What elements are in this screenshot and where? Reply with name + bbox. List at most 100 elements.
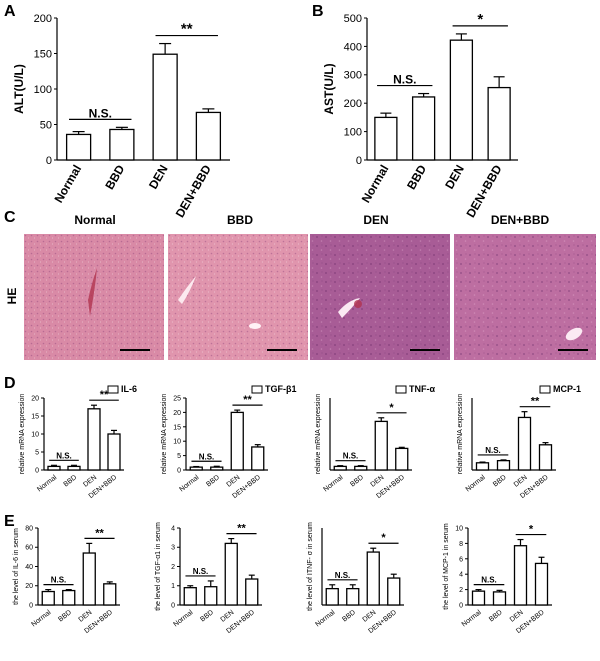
bar-normal	[183, 587, 197, 606]
x-tick-label-den: DEN	[370, 474, 386, 489]
bar-normal	[189, 466, 203, 471]
y-tick-label: 400	[344, 41, 362, 53]
y-tick-label: 10	[455, 525, 463, 532]
y-tick-label: 20	[173, 410, 181, 417]
bar-den	[374, 420, 388, 471]
bar-normal	[374, 116, 398, 161]
significance-label: **	[100, 389, 109, 401]
y-tick-label: 1	[171, 583, 175, 590]
y-tick-label: 200	[344, 98, 362, 110]
bar-den-bbd	[387, 577, 401, 606]
legend-swatch	[251, 385, 263, 394]
significance-label: **	[181, 21, 193, 38]
y-tick-label: 40	[25, 564, 33, 571]
bar-bbd	[109, 128, 135, 161]
he-texture-den-bbd	[454, 234, 596, 360]
panel-letter-c: C	[4, 209, 16, 226]
y-tick-label: 80	[25, 525, 33, 532]
panel-letter-d: D	[4, 375, 16, 392]
he-texture-den	[310, 234, 450, 360]
x-tick-label-normal: Normal	[36, 474, 58, 494]
significance-label: N.S.	[56, 451, 72, 460]
x-tick-label-den: DEN	[509, 609, 525, 624]
panel-letter-b: B	[312, 3, 324, 20]
histology-row-label: HE	[5, 288, 19, 305]
histology-title-den-bbd: DEN+BBD	[491, 213, 550, 227]
bar-den-bbd	[251, 446, 265, 471]
y-tick-label: 10	[31, 431, 39, 438]
histology-panel: Normal BBD DEN DEN+BBD HE	[5, 213, 596, 360]
bar-den	[152, 53, 178, 161]
x-tick-label-den-bbd: DEN+BBD	[463, 162, 504, 220]
significance-label: N.S.	[335, 571, 351, 580]
y-tick-label: 300	[344, 70, 362, 82]
significance-label: N.S.	[199, 452, 215, 461]
bar-den-bbd	[103, 583, 117, 606]
bar-bbd	[354, 465, 368, 471]
bar-den-bbd	[487, 86, 511, 161]
x-tick-label-bbd: BBD	[205, 474, 221, 488]
bar-bbd	[346, 587, 360, 606]
y-tick-label: 20	[31, 395, 39, 402]
y-tick-label: 0	[46, 155, 52, 167]
significance-label: **	[237, 523, 246, 535]
x-tick-label-den: DEN	[78, 609, 94, 624]
legend-swatch	[539, 385, 551, 394]
y-tick-label: 200	[34, 13, 52, 25]
histology-title-normal: Normal	[74, 213, 115, 227]
significance-label: N.S.	[481, 576, 497, 585]
x-tick-label-bbd: BBD	[57, 609, 73, 623]
significance-label: *	[529, 524, 534, 536]
bar-normal	[41, 590, 55, 606]
bar-den	[230, 411, 244, 471]
y-tick-label: 60	[25, 545, 33, 552]
y-tick-label: 4	[459, 572, 463, 579]
y-tick-label: 100	[34, 84, 52, 96]
bar-den-bbd	[245, 578, 259, 606]
y-tick-label: 8	[459, 541, 463, 548]
bar-den	[87, 408, 101, 471]
x-tick-label-normal: Normal	[461, 609, 483, 629]
x-tick-label-den: DEN	[513, 474, 529, 489]
y-axis-label: AST(U/L)	[322, 63, 336, 114]
bar-den-bbd	[538, 444, 553, 471]
significance-label: N.S.	[485, 446, 501, 455]
y-axis-label: relative mRNA expression	[457, 394, 464, 475]
legend-swatch	[107, 385, 119, 394]
significance-label: *	[389, 402, 394, 414]
bar-normal	[471, 590, 486, 606]
bar-den-bbd	[395, 447, 409, 471]
x-tick-label-den: DEN	[220, 609, 236, 624]
y-tick-label: 0	[459, 602, 463, 609]
y-tick-label: 10	[173, 439, 181, 446]
y-tick-label: 15	[31, 413, 39, 420]
bar-bbd	[204, 586, 218, 606]
x-tick-label-bbd: BBD	[199, 609, 215, 623]
he-blood-den	[354, 300, 362, 308]
he-lumen-den-bbd	[565, 327, 583, 341]
panel-letter-a: A	[4, 3, 16, 20]
x-tick-label-bbd: BBD	[488, 609, 504, 623]
chart-tgf-serum: 0 1 2 3 4 the level of TGF-ɑ1 in serum Normal B…	[155, 522, 262, 635]
chart-tgfb1-mrna: 0 5 10 15 20 25 relative mRNA expression Normal…	[161, 384, 297, 500]
y-tick-label: 50	[40, 119, 52, 131]
y-tick-label: 20	[25, 583, 33, 590]
panel-letter-e: E	[4, 513, 15, 530]
x-tick-label-normal: Normal	[51, 163, 84, 206]
histology-title-bbd: BBD	[227, 213, 253, 227]
he-vessel-bbd	[178, 276, 196, 304]
y-axis-label: the level of IL-6 in serum	[13, 528, 20, 605]
bar-bbd	[492, 591, 507, 606]
significance-label: N.S.	[343, 452, 359, 461]
bar-den	[366, 551, 380, 606]
x-tick-label-den: DEN	[82, 474, 98, 489]
legend-label: IL-6	[121, 384, 137, 394]
legend-label: MCP-1	[553, 384, 581, 394]
x-tick-label-normal: Normal	[30, 609, 52, 629]
bar-den-bbd	[107, 433, 121, 471]
bar-den-bbd	[195, 111, 222, 161]
x-tick-label-den-bbd: DEN+BBD	[173, 162, 214, 220]
legend-label: TNF-α	[409, 384, 435, 394]
